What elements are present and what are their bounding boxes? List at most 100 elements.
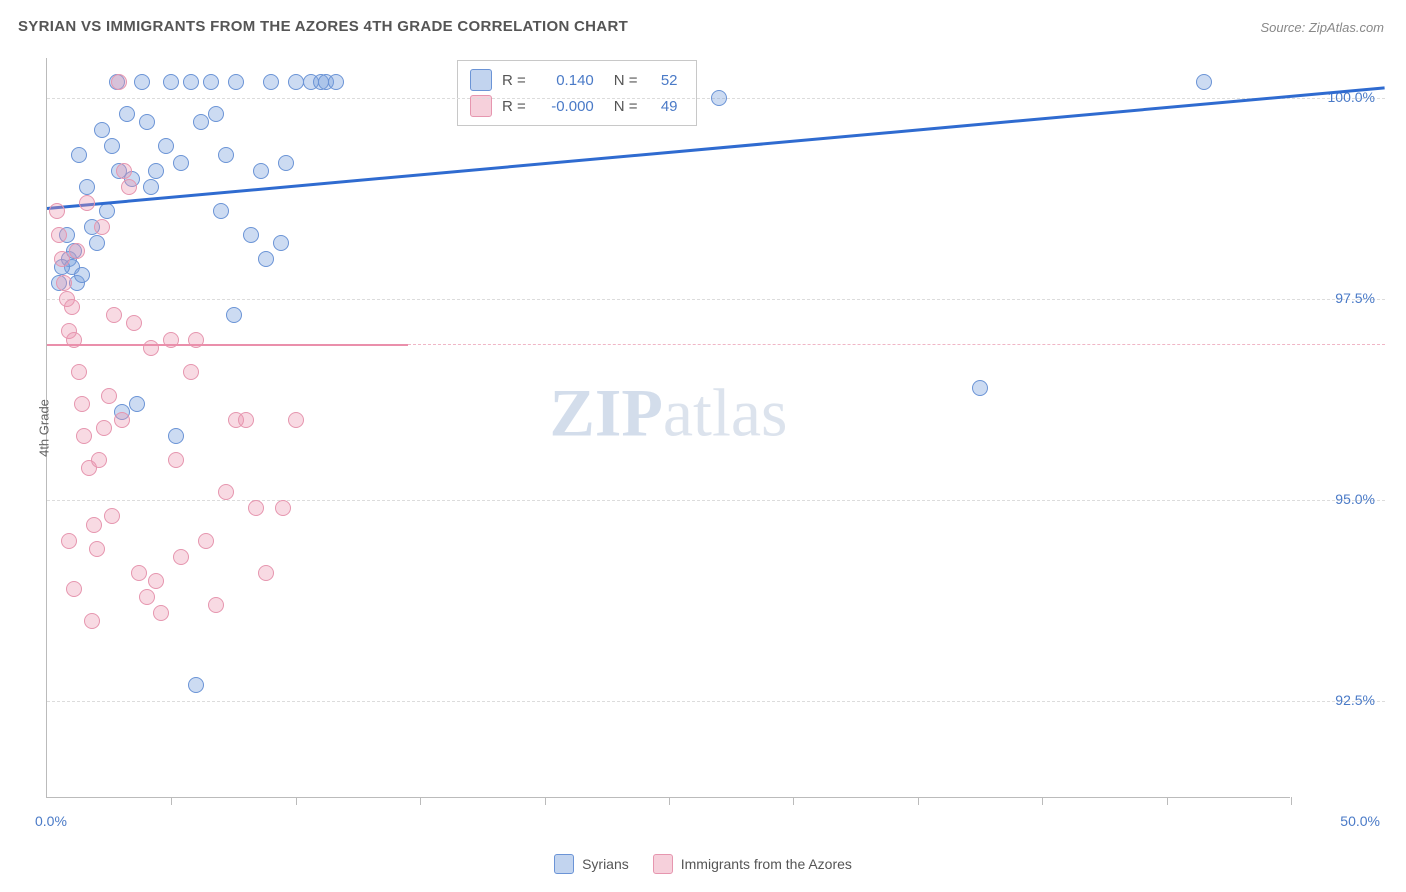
data-point [104, 508, 120, 524]
data-point [86, 517, 102, 533]
data-point [99, 203, 115, 219]
legend-swatch [470, 69, 492, 91]
data-point [51, 227, 67, 243]
data-point [119, 106, 135, 122]
data-point [158, 138, 174, 154]
data-point [74, 267, 90, 283]
data-point [183, 74, 199, 90]
data-point [94, 122, 110, 138]
data-point [54, 251, 70, 267]
data-point [173, 155, 189, 171]
x-tick [545, 797, 546, 805]
r-label: R = [502, 72, 526, 89]
data-point [148, 573, 164, 589]
x-tick [296, 797, 297, 805]
data-point [79, 195, 95, 211]
data-point [228, 74, 244, 90]
r-value: 0.140 [536, 72, 594, 89]
data-point [148, 163, 164, 179]
data-point [193, 114, 209, 130]
data-point [273, 235, 289, 251]
data-point [96, 420, 112, 436]
data-point [131, 565, 147, 581]
r-label: R = [502, 98, 526, 115]
data-point [69, 243, 85, 259]
data-point [208, 597, 224, 613]
data-point [153, 605, 169, 621]
legend-row: R =-0.000N =49 [470, 93, 678, 119]
watermark: ZIPatlas [550, 373, 788, 452]
data-point [243, 227, 259, 243]
data-point [168, 452, 184, 468]
y-axis-label: 4th Grade [36, 399, 51, 457]
data-point [275, 500, 291, 516]
legend-label: Syrians [582, 856, 629, 872]
x-tick [420, 797, 421, 805]
legend-row: R = 0.140 N = 52 [470, 67, 678, 93]
n-value: 52 [648, 72, 678, 89]
data-point [76, 428, 92, 444]
data-point [84, 613, 100, 629]
data-point [972, 380, 988, 396]
data-point [121, 179, 137, 195]
data-point [129, 396, 145, 412]
data-point [79, 179, 95, 195]
data-point [71, 147, 87, 163]
data-point [238, 412, 254, 428]
data-point [711, 90, 727, 106]
data-point [213, 203, 229, 219]
x-tick [793, 797, 794, 805]
data-point [253, 163, 269, 179]
source-label: Source: ZipAtlas.com [1260, 20, 1384, 35]
data-point [74, 396, 90, 412]
plot-area: 4th Grade ZIPatlas R =0.140N =52R =-0.00… [46, 58, 1290, 798]
trend-line-dashed [408, 344, 1385, 345]
x-tick [1042, 797, 1043, 805]
gridline [47, 701, 1385, 702]
legend-swatch [653, 854, 673, 874]
data-point [91, 452, 107, 468]
data-point [208, 106, 224, 122]
data-point [139, 589, 155, 605]
trend-line [47, 344, 408, 347]
data-point [198, 533, 214, 549]
data-point [71, 364, 87, 380]
gridline [47, 500, 1385, 501]
data-point [56, 275, 72, 291]
y-tick-label: 95.0% [1305, 491, 1375, 507]
data-point [168, 428, 184, 444]
chart-title: SYRIAN VS IMMIGRANTS FROM THE AZORES 4TH… [18, 18, 628, 35]
data-point [218, 484, 234, 500]
data-point [111, 74, 127, 90]
data-point [89, 235, 105, 251]
data-point [258, 251, 274, 267]
data-point [114, 412, 130, 428]
data-point [258, 565, 274, 581]
n-value: 49 [648, 98, 678, 115]
legend-label: Immigrants from the Azores [681, 856, 852, 872]
legend-item: Syrians [554, 854, 629, 874]
data-point [143, 340, 159, 356]
legend-item: Immigrants from the Azores [653, 854, 852, 874]
data-point [101, 388, 117, 404]
data-point [64, 299, 80, 315]
data-point [1196, 74, 1212, 90]
data-point [126, 315, 142, 331]
x-tick [1291, 797, 1292, 805]
data-point [163, 74, 179, 90]
data-point [143, 179, 159, 195]
data-point [226, 307, 242, 323]
data-point [203, 74, 219, 90]
data-point [263, 74, 279, 90]
data-point [106, 307, 122, 323]
y-tick-label: 97.5% [1305, 290, 1375, 306]
n-label: N = [614, 98, 638, 115]
data-point [66, 581, 82, 597]
series-legend: Syrians Immigrants from the Azores [0, 854, 1406, 874]
x-tick [669, 797, 670, 805]
x-tick [171, 797, 172, 805]
n-label: N = [614, 72, 638, 89]
data-point [218, 147, 234, 163]
data-point [188, 677, 204, 693]
x-axis-max-label: 50.0% [1340, 813, 1380, 829]
